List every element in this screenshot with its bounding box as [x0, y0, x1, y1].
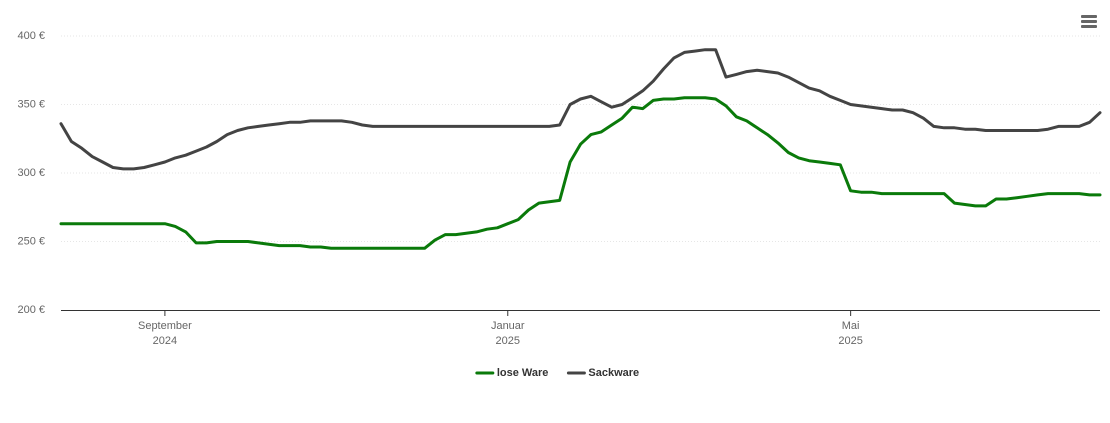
legend-label: lose Ware — [497, 367, 549, 379]
y-tick-label: 200 € — [17, 304, 45, 316]
menu-bar — [1081, 20, 1097, 23]
y-tick-label: 400 € — [17, 30, 45, 42]
series-line — [59, 96, 1102, 250]
legend: lose Ware Sackware — [475, 367, 639, 379]
y-tick-label: 300 € — [17, 167, 45, 179]
menu-button[interactable] — [1081, 15, 1097, 28]
y-tick-label: 250 € — [17, 235, 45, 247]
series-line — [59, 48, 1102, 171]
legend-item: Sackware — [566, 367, 639, 379]
x-tick-label: September 2024 — [137, 320, 192, 347]
x-tick-label: Januar 2025 — [490, 320, 525, 347]
y-tick-label: 350 € — [17, 98, 45, 110]
legend-label: Sackware — [588, 367, 639, 379]
menu-bar — [1081, 15, 1097, 18]
x-tick-label: Mai 2025 — [838, 320, 863, 347]
legend-item: lose Ware — [475, 367, 549, 379]
menu-bar — [1081, 25, 1097, 28]
